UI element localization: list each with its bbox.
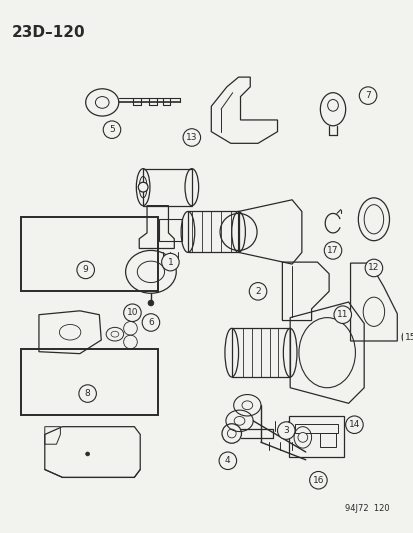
Circle shape xyxy=(345,416,362,433)
Bar xyxy=(143,168,191,206)
Text: 94J72  120: 94J72 120 xyxy=(344,504,389,513)
Circle shape xyxy=(249,282,266,300)
Bar xyxy=(158,219,182,241)
Circle shape xyxy=(333,306,351,324)
Circle shape xyxy=(309,472,326,489)
Text: 10: 10 xyxy=(126,308,138,317)
Text: 11: 11 xyxy=(336,310,348,319)
Bar xyxy=(320,433,335,447)
Bar xyxy=(21,349,157,415)
Text: 2: 2 xyxy=(254,287,260,296)
Circle shape xyxy=(358,87,376,104)
Bar xyxy=(289,416,343,457)
Circle shape xyxy=(79,385,96,402)
Circle shape xyxy=(85,452,89,456)
Bar xyxy=(188,212,238,253)
Circle shape xyxy=(148,300,154,306)
Text: 15: 15 xyxy=(404,333,413,342)
Text: 12: 12 xyxy=(367,263,379,272)
Text: 17: 17 xyxy=(326,246,338,255)
Text: 8: 8 xyxy=(85,389,90,398)
Circle shape xyxy=(123,304,141,321)
Circle shape xyxy=(297,432,307,442)
Circle shape xyxy=(77,261,94,279)
Text: 3: 3 xyxy=(283,426,288,435)
Text: 7: 7 xyxy=(364,91,370,100)
Text: 14: 14 xyxy=(348,420,359,429)
Circle shape xyxy=(323,241,341,259)
Circle shape xyxy=(103,121,121,139)
Text: 13: 13 xyxy=(185,133,197,142)
Circle shape xyxy=(138,182,148,192)
Bar xyxy=(231,328,290,377)
Circle shape xyxy=(142,314,159,331)
Circle shape xyxy=(183,128,200,146)
Text: 6: 6 xyxy=(148,318,154,327)
Text: 4: 4 xyxy=(225,456,230,465)
Text: 9: 9 xyxy=(83,265,88,274)
Circle shape xyxy=(218,452,236,470)
Circle shape xyxy=(161,253,179,271)
Circle shape xyxy=(277,422,294,439)
Bar xyxy=(21,217,157,292)
Text: 5: 5 xyxy=(109,125,114,134)
Circle shape xyxy=(401,328,413,346)
Text: 1: 1 xyxy=(167,257,173,266)
Text: 16: 16 xyxy=(312,476,323,484)
Bar xyxy=(294,424,337,433)
Circle shape xyxy=(364,259,382,277)
Text: 23D–120: 23D–120 xyxy=(12,25,85,39)
